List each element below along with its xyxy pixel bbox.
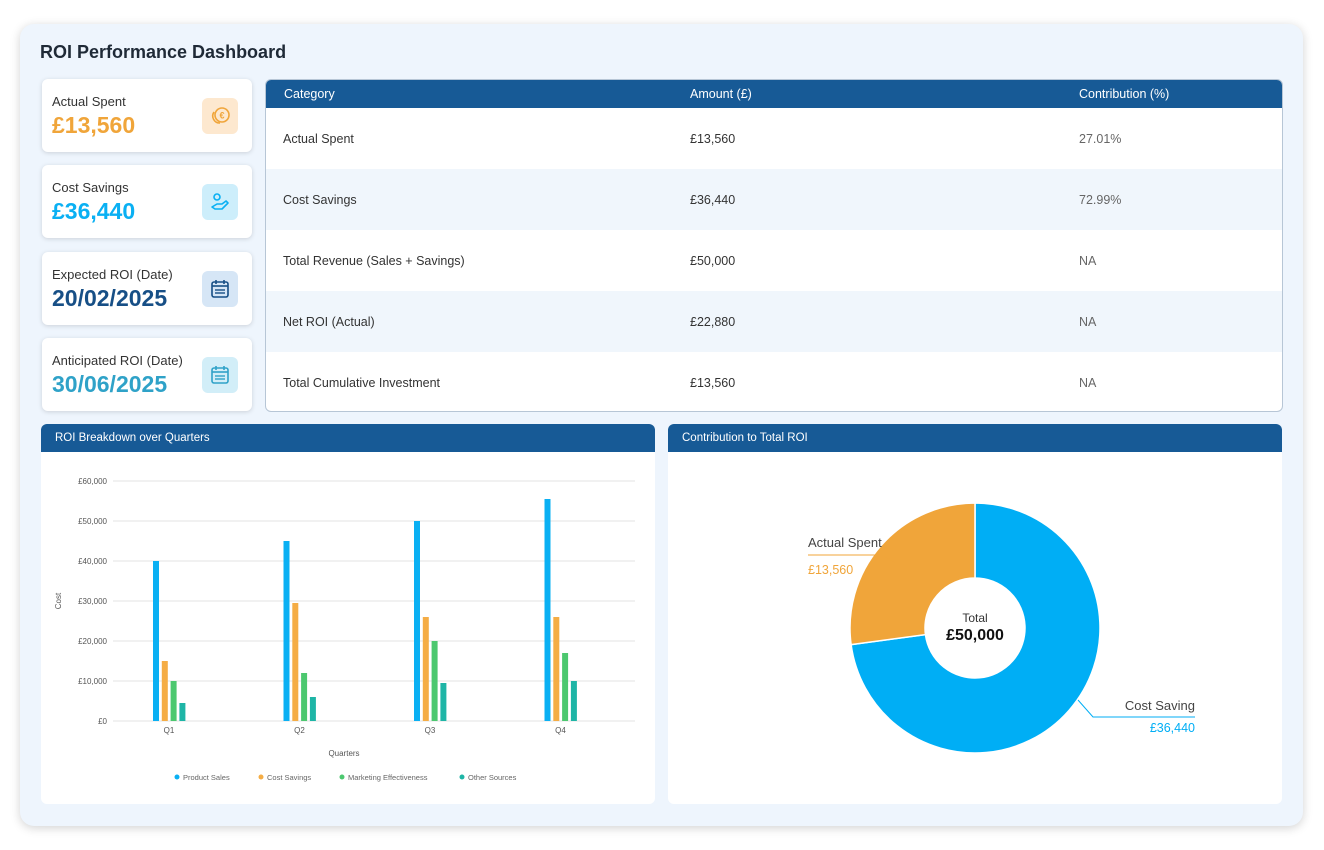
table-cell: £50,000 xyxy=(690,253,736,268)
bar-marketing-effectiveness xyxy=(431,641,438,721)
kpi-card-anticipated-roi: Anticipated ROI (Date) 30/06/2025 xyxy=(42,338,252,411)
kpi-value: 20/02/2025 xyxy=(52,285,168,311)
table-cell: Net ROI (Actual) xyxy=(283,314,375,329)
y-tick-label: £40,000 xyxy=(78,557,107,566)
column-header: Contribution (%) xyxy=(1079,87,1170,101)
bar-product-sales xyxy=(153,561,159,721)
table-row: Total Cumulative Investment £13,560 NA xyxy=(266,352,1282,411)
y-tick-label: £0 xyxy=(98,717,107,726)
bar-other-sources xyxy=(179,703,186,721)
column-header: Amount (£) xyxy=(690,87,752,101)
kpi-label: Expected ROI (Date) xyxy=(52,267,173,282)
y-tick-label: £30,000 xyxy=(78,597,107,606)
table-cell: NA xyxy=(1079,253,1097,268)
column-header: Category xyxy=(284,87,335,101)
legend-label: Other Sources xyxy=(468,773,517,782)
legend-label: Cost Savings xyxy=(267,773,311,782)
table-cell: £22,880 xyxy=(690,314,736,329)
bar-cost-savings xyxy=(553,617,560,721)
table-row: Actual Spent £13,560 27.01% xyxy=(266,108,1282,169)
bar-cost-savings xyxy=(292,603,299,721)
donut-slice-actual-spent xyxy=(849,502,976,646)
y-tick-label: £10,000 xyxy=(78,677,107,686)
table-cell: 27.01% xyxy=(1079,131,1122,146)
table-header: Category Amount (£) Contribution (%) xyxy=(266,80,1282,108)
page-title: ROI Performance Dashboard xyxy=(40,42,287,62)
bar-other-sources xyxy=(570,681,577,721)
bar-marketing-effectiveness xyxy=(562,653,569,721)
legend-swatch xyxy=(174,774,180,780)
donut-center-label: Total xyxy=(962,611,987,625)
callout-label: Cost Saving xyxy=(1125,698,1195,713)
table-cell: NA xyxy=(1079,375,1097,390)
kpi-value: £13,560 xyxy=(52,112,136,138)
callout-label: Actual Spent xyxy=(808,535,882,550)
dashboard-frame: ROI Performance Dashboard Actual Spent £… xyxy=(20,24,1303,826)
kpi-value: £36,440 xyxy=(52,198,136,224)
donut-chart: Total £50,000 Actual Spent £13,560 Cost Savi… xyxy=(808,502,1195,754)
bar-chart-panel: ROI Breakdown over Quarters £0 £10,000 £20… xyxy=(41,424,655,804)
donut-chart-panel: Contribution to Total ROI Total £50,000 Ac… xyxy=(668,424,1282,804)
kpi-label: Anticipated ROI (Date) xyxy=(52,353,183,368)
bar-product-sales xyxy=(283,541,290,721)
panel-title: Contribution to Total ROI xyxy=(668,424,1282,452)
legend-swatch xyxy=(339,774,345,780)
bar-product-sales xyxy=(414,521,420,721)
svg-text:€: € xyxy=(219,111,224,121)
bar-marketing-effectiveness xyxy=(301,673,308,721)
table-row: Cost Savings £36,440 72.99% xyxy=(266,169,1282,230)
callout-line xyxy=(1077,699,1195,718)
bar-chart: £0 £10,000 £20,000 £30,000 £40,000 £50,000 £60… xyxy=(54,477,635,782)
x-tick-label: Q3 xyxy=(425,726,436,735)
y-axis-label: Cost xyxy=(54,592,63,609)
kpi-card-actual-spent: Actual Spent £13,560 € xyxy=(42,79,252,152)
kpi-label: Cost Savings xyxy=(52,180,129,195)
table-cell: £13,560 xyxy=(690,375,736,390)
calendar-icon xyxy=(202,357,238,393)
x-tick-label: Q1 xyxy=(164,726,175,735)
x-tick-label: Q4 xyxy=(555,726,566,735)
table-cell: Total Revenue (Sales + Savings) xyxy=(283,253,465,268)
callout-line xyxy=(808,554,897,565)
x-axis-label: Quarters xyxy=(328,749,359,758)
kpi-card-expected-roi: Expected ROI (Date) 20/02/2025 xyxy=(42,252,252,325)
hand-savings-icon xyxy=(202,184,238,220)
legend-label: Marketing Effectiveness xyxy=(348,773,428,782)
calendar-icon xyxy=(202,271,238,307)
table-row: Total Revenue (Sales + Savings) £50,000 … xyxy=(266,230,1282,291)
table-cell: £36,440 xyxy=(690,192,736,207)
kpi-label: Actual Spent xyxy=(52,94,126,109)
x-tick-label: Q2 xyxy=(294,726,305,735)
legend-label: Product Sales xyxy=(183,773,230,782)
legend-swatch xyxy=(459,774,465,780)
table-cell: 72.99% xyxy=(1079,192,1122,207)
coin-icon: € xyxy=(202,98,238,134)
y-tick-label: £60,000 xyxy=(78,477,107,486)
bar-other-sources xyxy=(440,683,447,721)
bar-marketing-effectiveness xyxy=(170,681,177,721)
legend-swatch xyxy=(258,774,264,780)
table-cell: Cost Savings xyxy=(283,192,357,207)
callout-value: £36,440 xyxy=(1150,721,1195,735)
table-cell: Total Cumulative Investment xyxy=(283,375,441,390)
kpi-card-cost-savings: Cost Savings £36,440 xyxy=(42,165,252,238)
table-cell: £13,560 xyxy=(690,131,736,146)
callout-value: £13,560 xyxy=(808,563,853,577)
table-cell: Actual Spent xyxy=(283,131,354,146)
y-tick-label: £50,000 xyxy=(78,517,107,526)
bar-cost-savings xyxy=(161,661,168,721)
roi-table: Category Amount (£) Contribution (%) Act… xyxy=(265,79,1283,412)
bar-product-sales xyxy=(544,499,551,721)
kpi-value: 30/06/2025 xyxy=(52,371,168,397)
y-tick-label: £20,000 xyxy=(78,637,107,646)
panel-title: ROI Breakdown over Quarters xyxy=(41,424,655,452)
donut-center-value: £50,000 xyxy=(946,627,1004,644)
bar-other-sources xyxy=(309,697,316,721)
table-row: Net ROI (Actual) £22,880 NA xyxy=(266,291,1282,352)
donut-slice-cost-saving xyxy=(850,502,1101,754)
bar-cost-savings xyxy=(422,617,429,721)
table-cell: NA xyxy=(1079,314,1097,329)
